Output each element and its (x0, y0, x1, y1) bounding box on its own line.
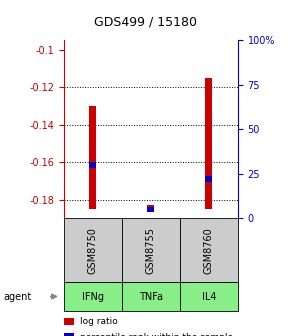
Text: IL4: IL4 (202, 292, 216, 301)
Text: TNFa: TNFa (139, 292, 163, 301)
Text: agent: agent (3, 292, 31, 301)
Text: GDS499 / 15180: GDS499 / 15180 (93, 15, 197, 28)
Text: GSM8755: GSM8755 (146, 227, 156, 274)
Text: IFNg: IFNg (82, 292, 104, 301)
Text: log ratio: log ratio (80, 317, 117, 326)
Bar (89, 162, 96, 168)
Bar (89, 106, 96, 209)
Bar (205, 78, 212, 209)
Bar (147, 207, 154, 212)
Text: GSM8750: GSM8750 (88, 227, 98, 274)
Bar (147, 205, 154, 209)
Bar (205, 176, 212, 182)
Text: GSM8760: GSM8760 (204, 227, 214, 274)
Text: percentile rank within the sample: percentile rank within the sample (80, 333, 233, 336)
